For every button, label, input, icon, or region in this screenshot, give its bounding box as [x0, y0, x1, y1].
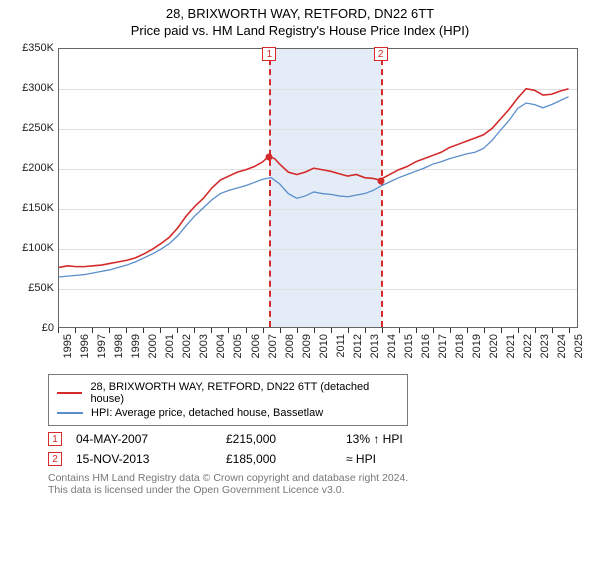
sale-dot: [377, 178, 384, 185]
footnote-line-1: Contains HM Land Registry data © Crown c…: [48, 472, 588, 484]
y-axis-label: £250K: [10, 122, 54, 134]
chart: £0 £50K £100K £150K £200K £250K £300K £350K 199…: [10, 42, 590, 372]
sale-vs-hpi: ≈ HPI: [346, 452, 466, 466]
x-axis-label: 2004: [215, 334, 227, 358]
x-axis-label: 2018: [454, 334, 466, 358]
legend-label: 28, BRIXWORTH WAY, RETFORD, DN22 6TT (de…: [90, 381, 399, 405]
sale-row: 215-NOV-2013£185,000≈ HPI: [48, 452, 588, 466]
x-axis-label: 2012: [352, 334, 364, 358]
sale-price: £185,000: [226, 452, 346, 466]
x-axis-label: 2025: [573, 334, 585, 358]
x-axis-label: 1996: [79, 334, 91, 358]
sale-marker: 2: [48, 452, 62, 466]
x-axis-label: 2005: [232, 334, 244, 358]
x-axis-label: 2013: [369, 334, 381, 358]
sales-table: 104-MAY-2007£215,00013% ↑ HPI 215-NOV-201…: [48, 432, 588, 466]
legend-item: HPI: Average price, detached house, Bass…: [57, 407, 399, 419]
x-axis-label: 2015: [403, 334, 415, 358]
x-axis-label: 1999: [130, 334, 142, 358]
legend-swatch: [57, 392, 82, 394]
x-axis-label: 2001: [164, 334, 176, 358]
sale-price: £215,000: [226, 432, 346, 446]
sale-marker: 1: [48, 432, 62, 446]
y-axis-label: £0: [10, 322, 54, 334]
sale-vs-hpi: 13% ↑ HPI: [346, 432, 466, 446]
x-axis-label: 2002: [181, 334, 193, 358]
sale-date: 04-MAY-2007: [62, 432, 226, 446]
x-axis-label: 2006: [250, 334, 262, 358]
x-axis-label: 2014: [386, 334, 398, 358]
sale-row: 104-MAY-2007£215,00013% ↑ HPI: [48, 432, 588, 446]
x-axis-label: 2008: [284, 334, 296, 358]
x-axis-label: 2003: [198, 334, 210, 358]
plot-area: 12: [58, 48, 578, 328]
chart-subtitle: Price paid vs. HM Land Registry's House …: [0, 23, 600, 38]
y-axis-label: £200K: [10, 162, 54, 174]
event-marker: 2: [374, 47, 388, 61]
series-hpi: [59, 97, 569, 277]
y-axis-label: £100K: [10, 242, 54, 254]
legend-item: 28, BRIXWORTH WAY, RETFORD, DN22 6TT (de…: [57, 381, 399, 405]
sale-date: 15-NOV-2013: [62, 452, 226, 466]
y-axis-label: £350K: [10, 42, 54, 54]
x-axis-label: 2021: [505, 334, 517, 358]
y-axis-label: £150K: [10, 202, 54, 214]
x-axis-label: 2020: [488, 334, 500, 358]
series-subject: [59, 89, 569, 268]
x-axis-label: 2000: [147, 334, 159, 358]
y-axis-label: £300K: [10, 82, 54, 94]
x-axis-label: 1995: [62, 334, 74, 358]
x-axis-label: 2007: [267, 334, 279, 358]
event-marker: 1: [262, 47, 276, 61]
x-axis-label: 2010: [318, 334, 330, 358]
x-axis-label: 2009: [301, 334, 313, 358]
y-axis-label: £50K: [10, 282, 54, 294]
x-axis-label: 2019: [471, 334, 483, 358]
footnote-line-2: This data is licensed under the Open Gov…: [48, 484, 588, 496]
x-axis-label: 2011: [335, 334, 347, 358]
sale-dot: [266, 154, 273, 161]
address-title: 28, BRIXWORTH WAY, RETFORD, DN22 6TT: [0, 6, 600, 21]
x-axis-label: 2022: [522, 334, 534, 358]
line-series: [59, 49, 577, 327]
legend-swatch: [57, 412, 83, 414]
legend-label: HPI: Average price, detached house, Bass…: [91, 407, 323, 419]
x-axis-label: 2016: [420, 334, 432, 358]
x-axis-label: 1997: [96, 334, 108, 358]
legend: 28, BRIXWORTH WAY, RETFORD, DN22 6TT (de…: [48, 374, 408, 426]
x-axis-label: 1998: [113, 334, 125, 358]
x-axis-label: 2024: [556, 334, 568, 358]
x-axis-label: 2017: [437, 334, 449, 358]
x-axis-label: 2023: [539, 334, 551, 358]
